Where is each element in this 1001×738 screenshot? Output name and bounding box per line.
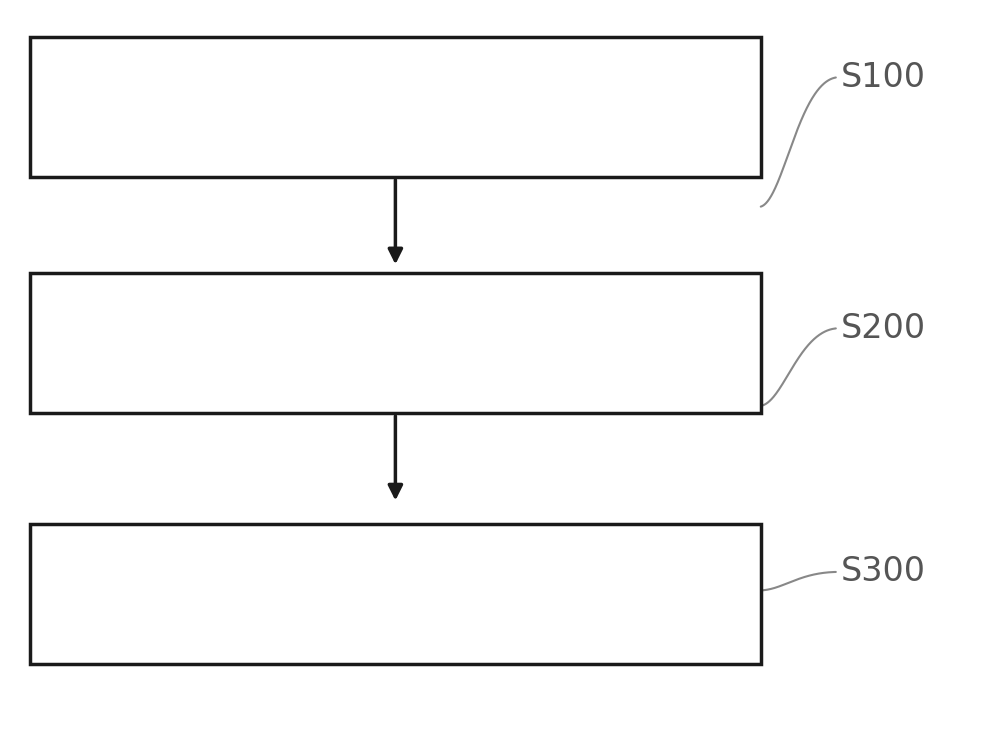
Text: S100: S100 <box>841 61 926 94</box>
Bar <box>30 37 761 177</box>
Bar <box>30 524 761 664</box>
Bar <box>30 273 761 413</box>
Text: S200: S200 <box>841 312 926 345</box>
Text: S300: S300 <box>841 556 926 588</box>
